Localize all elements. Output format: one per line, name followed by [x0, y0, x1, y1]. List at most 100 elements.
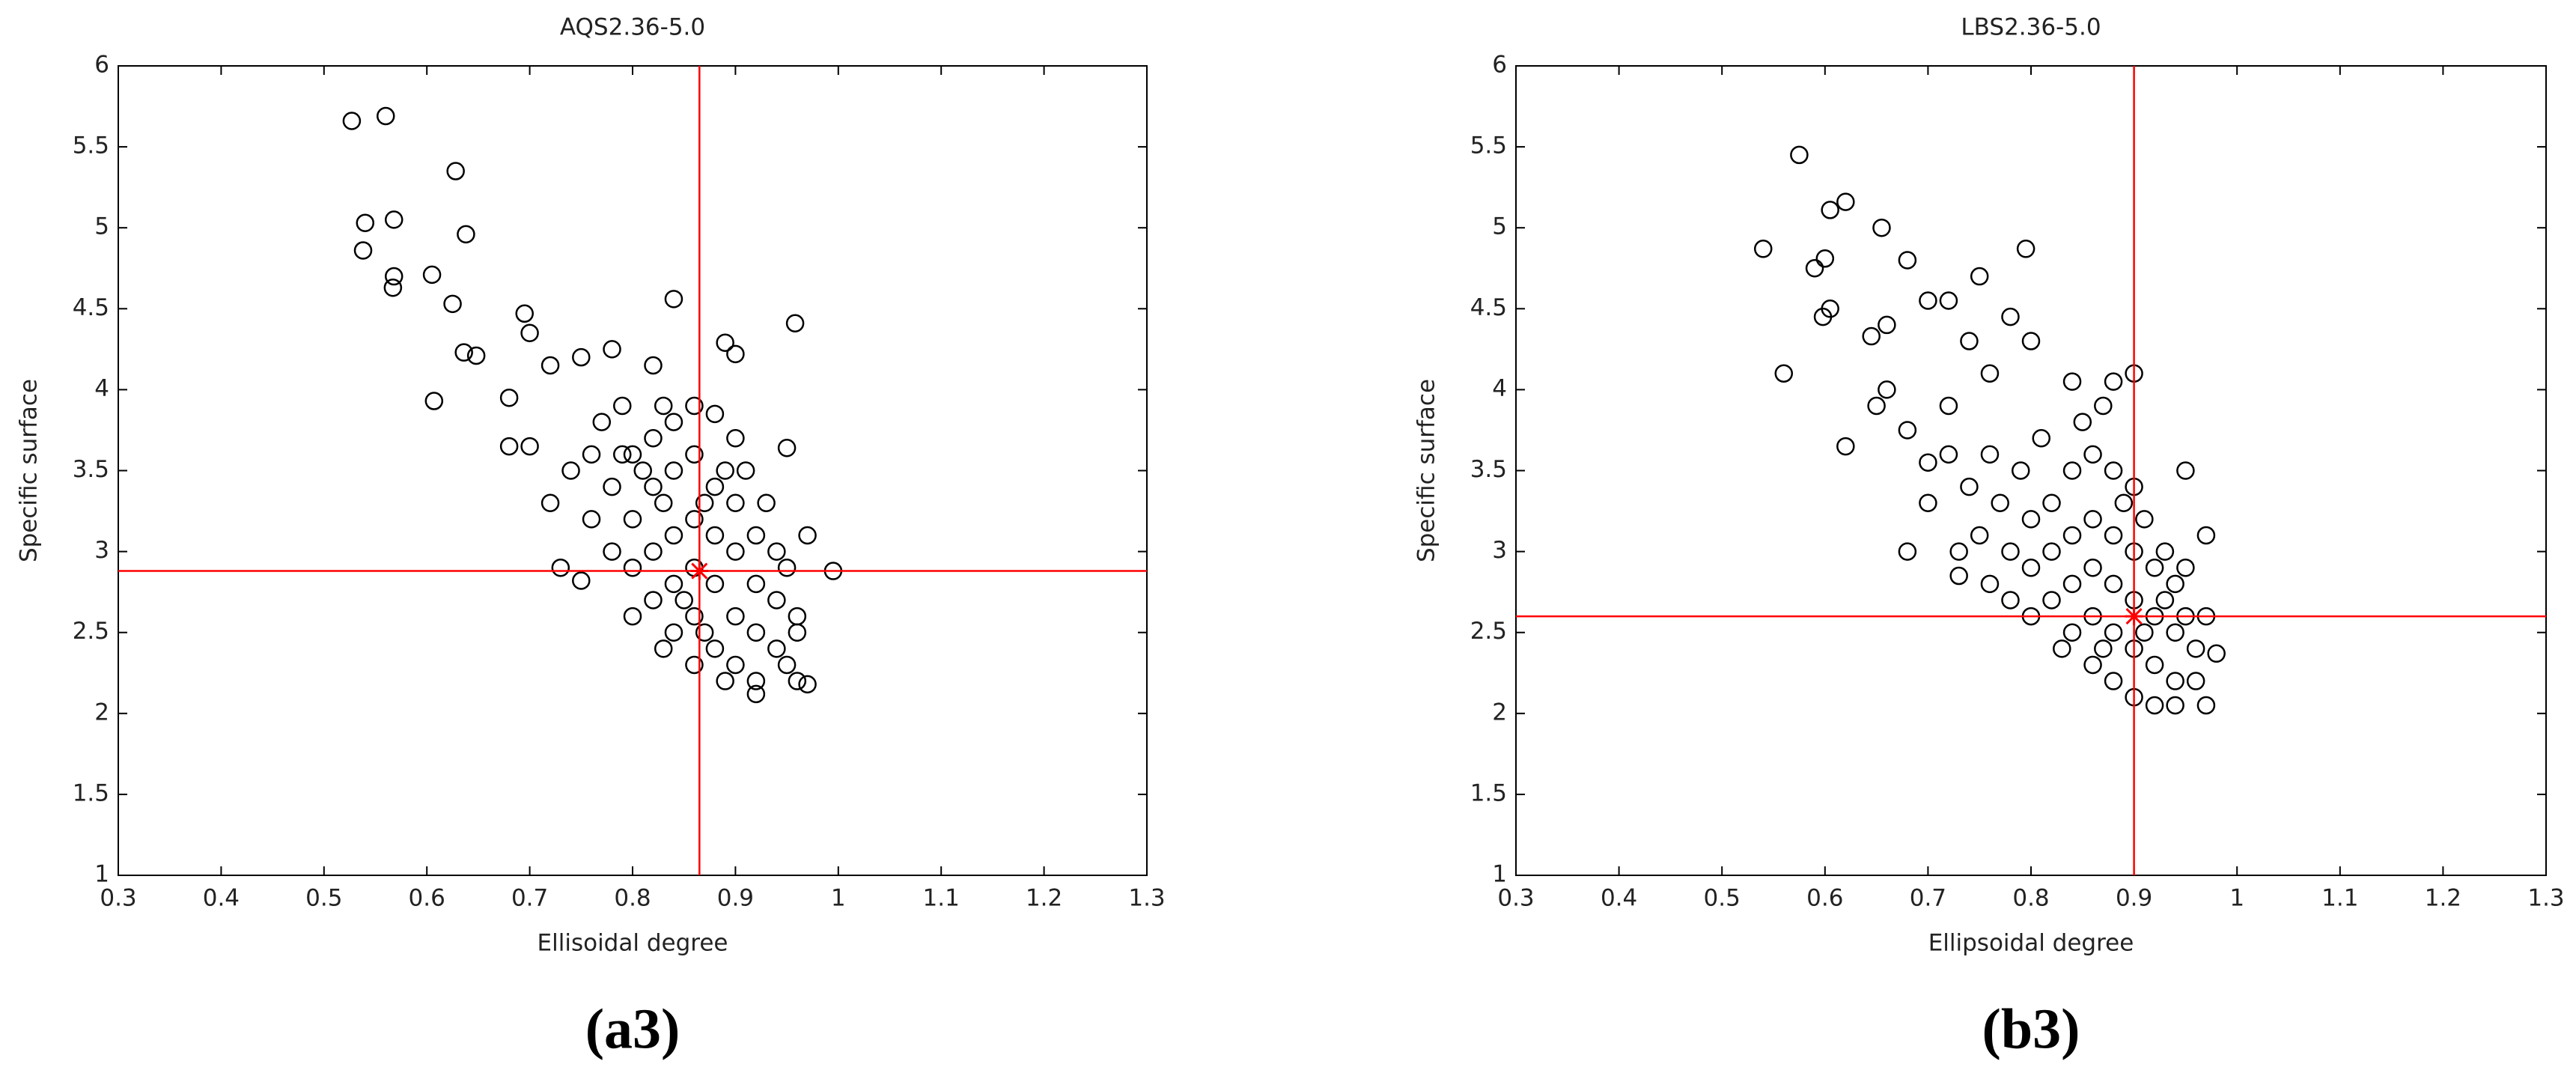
point: [746, 526, 766, 545]
point: [2062, 461, 2082, 480]
panel-label: (a3): [585, 997, 680, 1060]
x-tick-label: 0.8: [614, 885, 651, 912]
point: [499, 437, 519, 456]
point: [1821, 300, 1839, 318]
point: [603, 477, 621, 496]
point: [1919, 453, 1937, 472]
point: [499, 388, 519, 407]
point: [2135, 623, 2154, 642]
point: [664, 290, 683, 308]
point: [2166, 672, 2184, 690]
crosshair-center: [690, 562, 709, 580]
point: [2062, 526, 2082, 545]
point: [685, 445, 704, 464]
x-tick-label: 1.3: [1128, 885, 1165, 912]
point: [705, 526, 725, 545]
y-tick-label: 5: [94, 213, 109, 240]
point: [1862, 326, 1881, 346]
point: [2166, 623, 2184, 642]
x-axis-label: Ellipsoidal degree: [1928, 930, 2134, 957]
point: [685, 607, 704, 626]
point: [2083, 445, 2102, 464]
point: [1980, 574, 2000, 594]
point: [1878, 315, 1896, 335]
y-tick-label: 2.5: [1470, 618, 1507, 645]
point: [356, 213, 375, 232]
point: [726, 542, 745, 561]
point: [2062, 574, 2082, 594]
point: [1836, 192, 1855, 211]
point: [746, 672, 766, 690]
y-tick-label: 2: [94, 699, 109, 726]
point: [2104, 526, 2123, 545]
point: [1919, 493, 1937, 512]
point: [520, 323, 539, 342]
point: [1815, 249, 1835, 268]
point: [1939, 291, 1958, 310]
y-tick-label: 3.5: [1470, 456, 1507, 483]
point: [541, 493, 560, 512]
point: [757, 493, 776, 512]
point: [2176, 558, 2195, 577]
point: [2114, 493, 2134, 512]
y-tick-label: 5.5: [1470, 133, 1507, 159]
point: [623, 510, 642, 529]
point: [2176, 461, 2195, 480]
point: [633, 461, 652, 480]
point: [2021, 510, 2041, 529]
point: [644, 591, 663, 610]
point: [1867, 396, 1886, 416]
point: [1878, 380, 1896, 399]
point: [2062, 623, 2082, 642]
point: [705, 404, 725, 424]
point: [457, 225, 475, 244]
point: [623, 445, 642, 464]
point: [342, 112, 362, 130]
y-tick-label: 4.5: [73, 294, 109, 321]
point: [2186, 639, 2205, 658]
x-tick-label: 0.6: [409, 885, 445, 912]
x-tick-label: 1: [2229, 885, 2244, 912]
x-tick-label: 0.6: [1806, 885, 1843, 912]
point: [446, 162, 465, 180]
point: [705, 574, 725, 594]
point: [376, 106, 395, 126]
point: [2032, 429, 2051, 448]
point: [726, 655, 745, 675]
x-tick-label: 1.2: [2425, 885, 2461, 912]
point: [664, 526, 683, 545]
x-tick-label: 0.9: [2116, 885, 2152, 912]
point: [726, 429, 745, 448]
point: [685, 655, 704, 675]
point: [443, 294, 462, 314]
point: [716, 333, 734, 352]
point: [788, 623, 807, 642]
y-tick-label: 2.5: [73, 618, 109, 645]
point: [654, 493, 673, 512]
point: [1949, 566, 1968, 586]
y-tick-label: 1: [1492, 861, 1507, 888]
y-axis-label: Specific surface: [16, 379, 43, 562]
point: [1980, 364, 2000, 383]
point: [603, 542, 621, 561]
point: [2094, 396, 2113, 416]
point: [2104, 574, 2123, 594]
point: [2073, 413, 2092, 431]
y-tick-label: 3.5: [73, 456, 109, 483]
point: [1960, 477, 1979, 496]
plot-area: [1515, 65, 2547, 876]
x-tick-label: 0.5: [305, 885, 342, 912]
point: [572, 347, 591, 367]
y-tick-label: 4: [94, 375, 109, 402]
point: [2207, 644, 2226, 663]
y-tick-label: 4.5: [1470, 294, 1507, 321]
point: [664, 623, 683, 642]
point: [777, 558, 797, 577]
x-tick-label: 0.7: [511, 885, 548, 912]
point: [2196, 696, 2216, 715]
point: [777, 438, 797, 458]
point: [654, 639, 673, 658]
point: [2083, 510, 2102, 529]
point: [1898, 251, 1917, 270]
point: [726, 493, 745, 512]
